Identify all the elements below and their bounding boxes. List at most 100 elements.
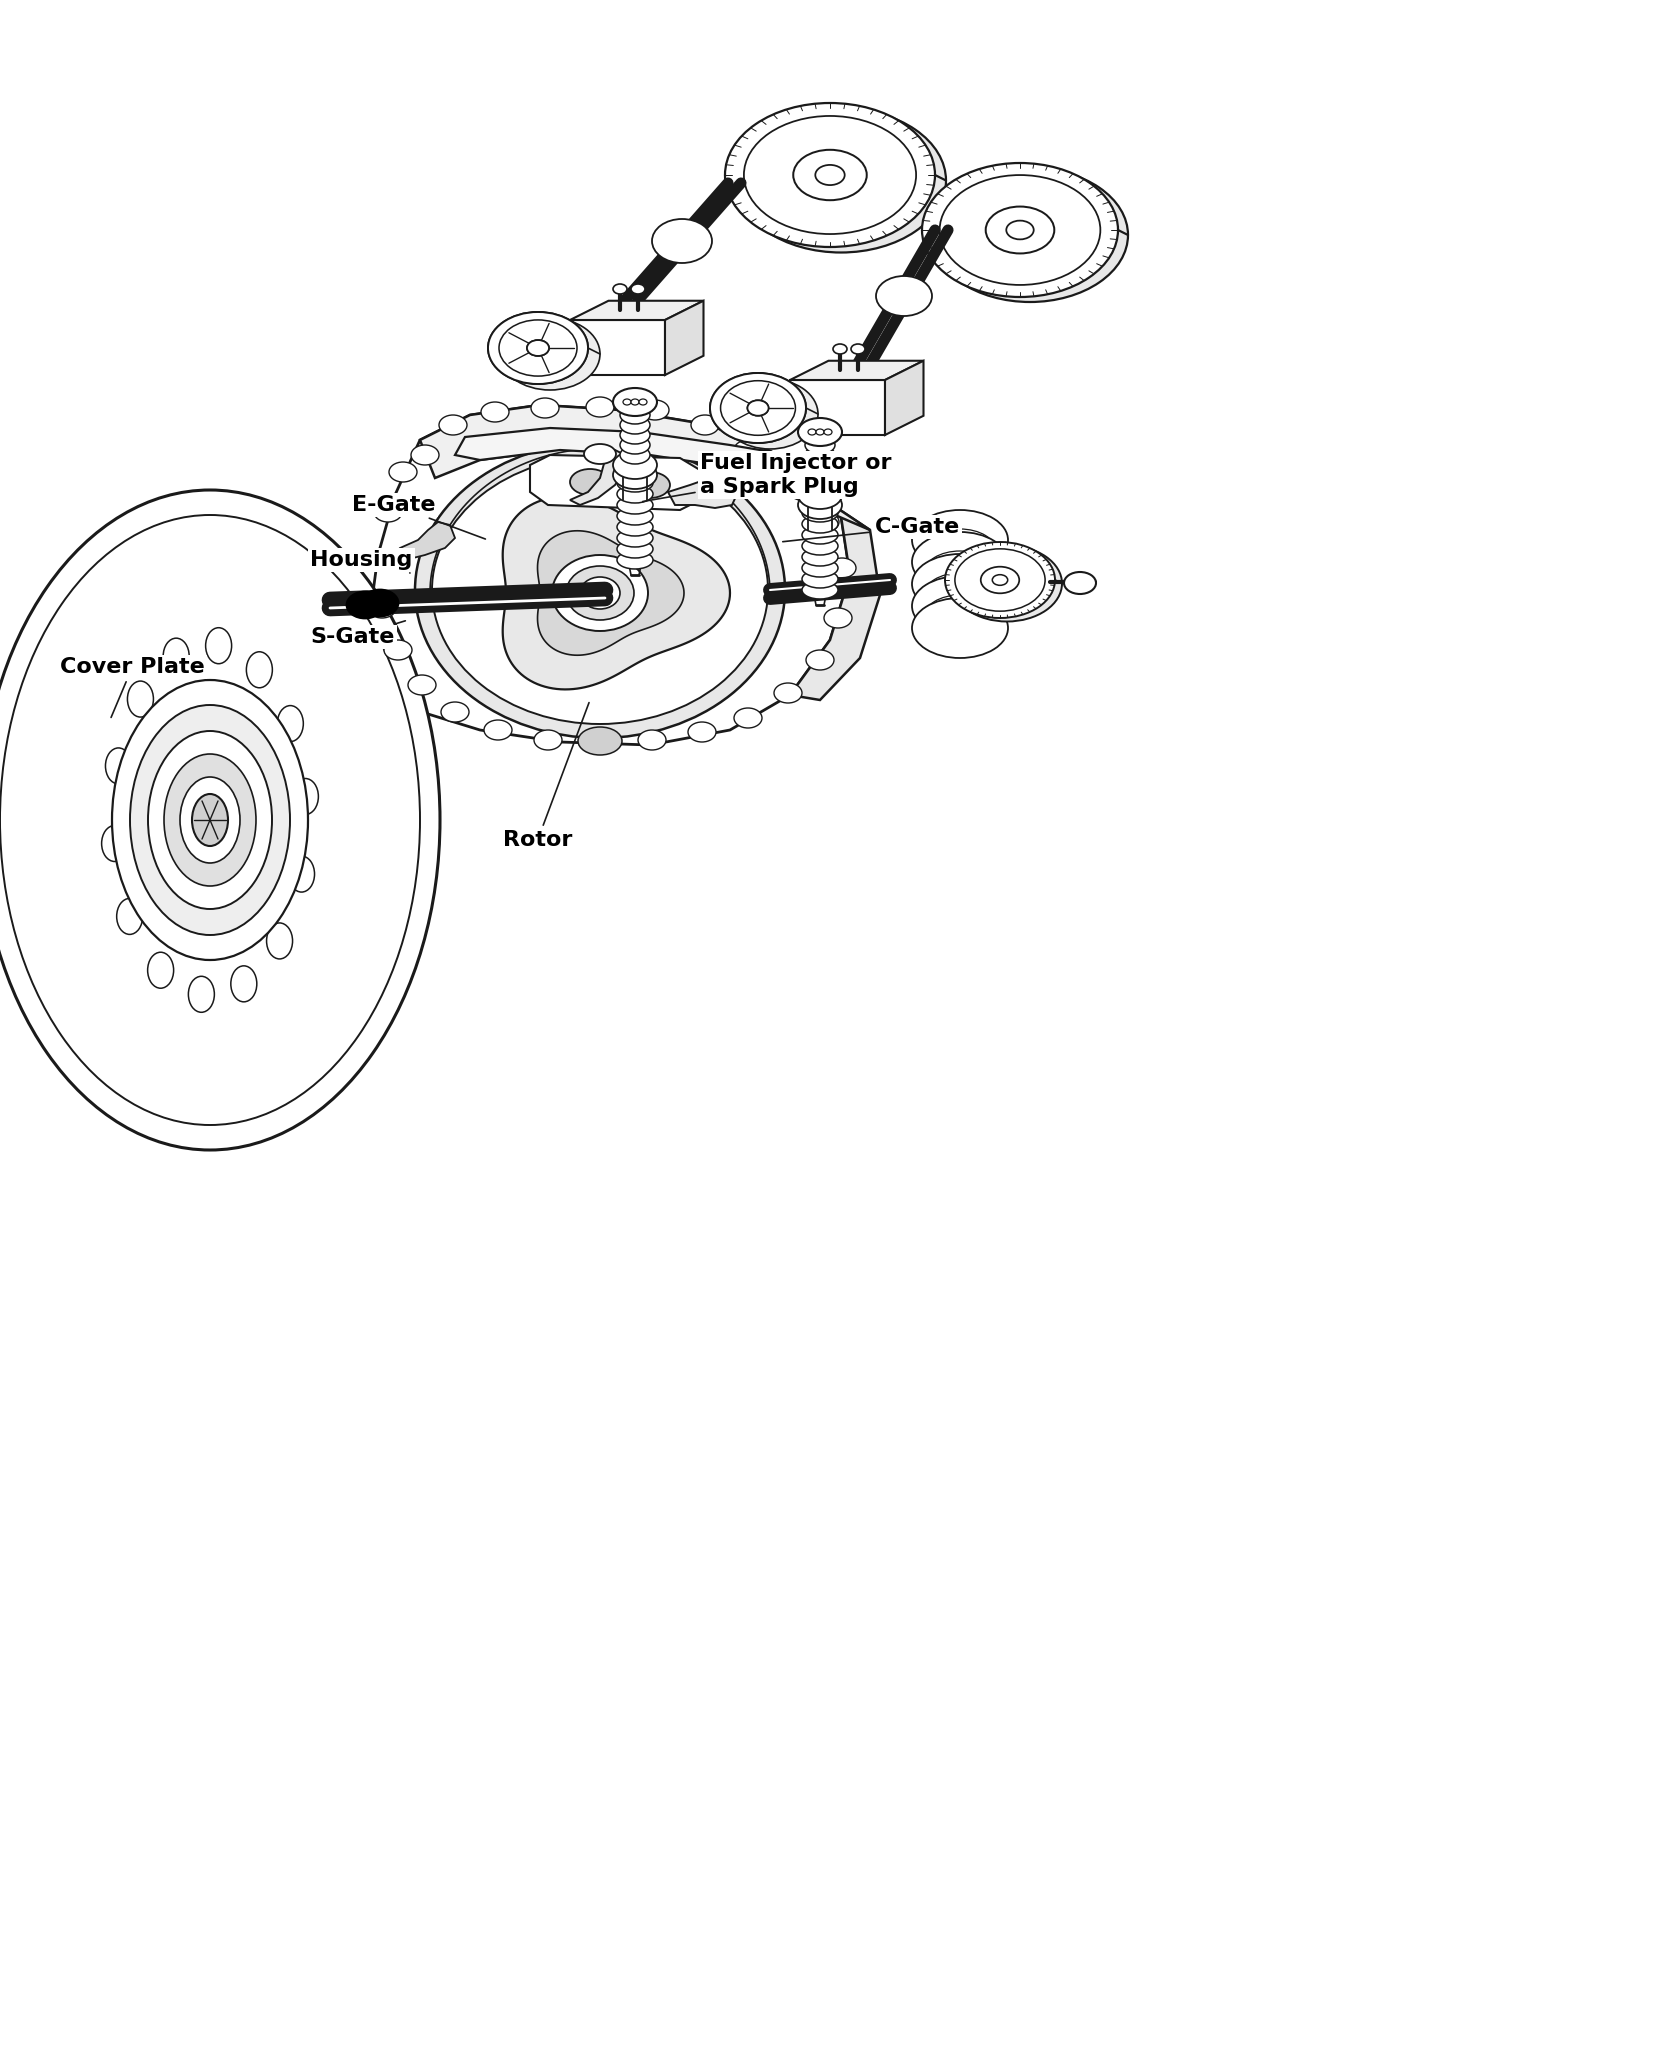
Ellipse shape [807, 649, 835, 670]
Ellipse shape [747, 399, 769, 416]
Ellipse shape [726, 102, 936, 248]
Ellipse shape [955, 549, 1045, 610]
Ellipse shape [912, 598, 1008, 657]
Ellipse shape [293, 778, 319, 815]
Ellipse shape [912, 555, 1008, 614]
Ellipse shape [802, 481, 838, 500]
Ellipse shape [617, 508, 653, 524]
Ellipse shape [534, 729, 562, 750]
Text: Fuel Injector or
a Spark Plug: Fuel Injector or a Spark Plug [643, 453, 891, 502]
Ellipse shape [0, 489, 440, 1151]
Text: Cover Plate: Cover Plate [60, 657, 205, 717]
Ellipse shape [613, 387, 656, 416]
Ellipse shape [798, 418, 841, 446]
Ellipse shape [587, 397, 613, 418]
Ellipse shape [722, 379, 818, 449]
Ellipse shape [805, 467, 835, 483]
Ellipse shape [952, 545, 1061, 621]
Ellipse shape [484, 721, 512, 739]
Ellipse shape [112, 680, 307, 961]
Ellipse shape [798, 492, 841, 518]
Ellipse shape [805, 457, 835, 473]
Ellipse shape [617, 453, 653, 469]
Ellipse shape [364, 551, 392, 569]
Ellipse shape [828, 557, 856, 578]
Ellipse shape [617, 496, 653, 514]
Ellipse shape [620, 426, 650, 444]
Ellipse shape [617, 463, 653, 481]
Ellipse shape [374, 502, 402, 522]
Polygon shape [884, 360, 924, 434]
Ellipse shape [617, 528, 653, 547]
Ellipse shape [851, 344, 865, 354]
Ellipse shape [613, 285, 626, 295]
Ellipse shape [924, 528, 997, 573]
Ellipse shape [793, 150, 866, 201]
Ellipse shape [617, 485, 653, 504]
Ellipse shape [704, 469, 736, 489]
Ellipse shape [565, 565, 635, 621]
Ellipse shape [552, 555, 648, 631]
Ellipse shape [711, 373, 807, 442]
Ellipse shape [415, 442, 785, 737]
Ellipse shape [617, 518, 653, 537]
Ellipse shape [721, 381, 795, 436]
Ellipse shape [580, 578, 620, 608]
Ellipse shape [939, 174, 1101, 285]
Ellipse shape [932, 168, 1127, 301]
Ellipse shape [924, 596, 997, 639]
Ellipse shape [798, 481, 841, 510]
Ellipse shape [912, 532, 1008, 592]
Polygon shape [790, 381, 884, 434]
Ellipse shape [802, 514, 838, 532]
Ellipse shape [1065, 571, 1096, 594]
Ellipse shape [823, 428, 831, 434]
Ellipse shape [188, 977, 215, 1012]
Ellipse shape [774, 682, 802, 702]
Text: E-Gate: E-Gate [352, 496, 486, 539]
Ellipse shape [736, 109, 946, 252]
Ellipse shape [164, 639, 188, 674]
Ellipse shape [980, 567, 1020, 594]
Ellipse shape [812, 512, 840, 532]
Polygon shape [503, 496, 731, 690]
Ellipse shape [499, 317, 600, 389]
Ellipse shape [383, 639, 412, 659]
Ellipse shape [802, 504, 838, 522]
Ellipse shape [775, 469, 803, 489]
Ellipse shape [164, 754, 256, 887]
Ellipse shape [631, 399, 640, 406]
Ellipse shape [630, 471, 669, 498]
Ellipse shape [817, 428, 823, 434]
Ellipse shape [924, 573, 997, 616]
Ellipse shape [117, 899, 142, 934]
Ellipse shape [412, 444, 440, 465]
Ellipse shape [946, 543, 1055, 618]
Ellipse shape [527, 340, 549, 356]
Ellipse shape [640, 399, 646, 406]
Ellipse shape [747, 399, 769, 416]
Ellipse shape [431, 457, 769, 725]
Ellipse shape [570, 469, 610, 496]
Ellipse shape [488, 311, 588, 385]
Polygon shape [455, 428, 820, 500]
Ellipse shape [613, 451, 656, 479]
Ellipse shape [815, 166, 845, 184]
Ellipse shape [149, 731, 273, 909]
Ellipse shape [613, 461, 656, 489]
Ellipse shape [617, 541, 653, 557]
Ellipse shape [0, 514, 420, 1124]
Ellipse shape [579, 727, 622, 756]
Ellipse shape [587, 733, 613, 754]
Ellipse shape [985, 207, 1055, 254]
Ellipse shape [711, 373, 807, 442]
Ellipse shape [369, 598, 397, 618]
Ellipse shape [623, 399, 631, 406]
Ellipse shape [617, 551, 653, 569]
Ellipse shape [620, 436, 650, 455]
Ellipse shape [347, 592, 383, 618]
Ellipse shape [721, 381, 795, 436]
Ellipse shape [823, 608, 851, 629]
Ellipse shape [488, 311, 588, 385]
Polygon shape [570, 451, 625, 506]
